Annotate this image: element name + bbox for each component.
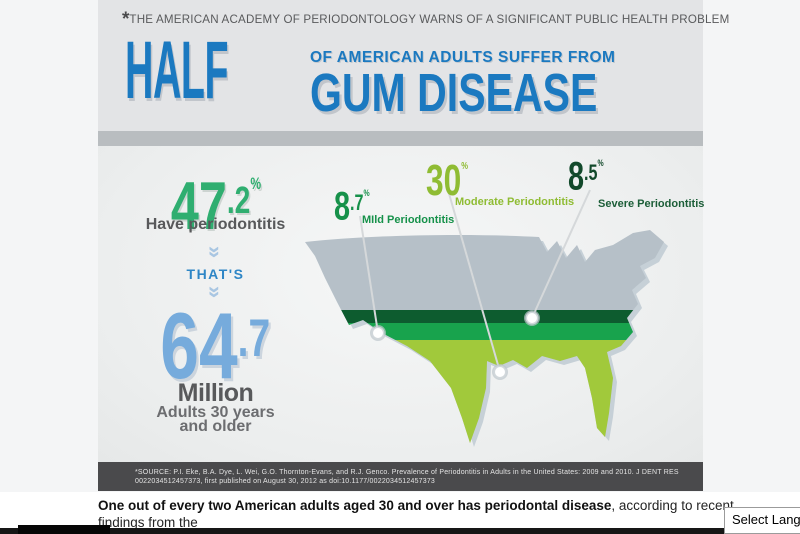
- callout-mild-int: 8: [334, 184, 351, 229]
- infographic-content: 47.2% Have periodontitis » THAT'S » 64.7…: [98, 146, 704, 462]
- callout-moderate-pct: %: [461, 160, 469, 172]
- chevron-down-icon: »: [203, 245, 229, 259]
- callout-severe: 8.5% Severe Periodontitis: [568, 146, 704, 210]
- stats-column: 47.2% Have periodontitis » THAT'S » 64.7…: [133, 146, 298, 446]
- callout-mild: 8.7% MIld Periodontitis: [334, 176, 454, 227]
- stat-prevalence-int: 47: [170, 167, 227, 244]
- headline-gum-disease: GUM DISEASE: [310, 63, 598, 123]
- callout-severe-dec: .5: [584, 160, 598, 186]
- headline-right: OF AMERICAN ADULTS SUFFER FROM GUM DISEA…: [310, 49, 688, 123]
- stat-total-dec: .7: [237, 309, 271, 368]
- horizontal-scrollbar[interactable]: [0, 528, 724, 534]
- stat-prevalence-dec: .2: [226, 179, 250, 222]
- article-paragraph: One out of every two American adults age…: [98, 497, 738, 534]
- map-marker-moderate: [492, 364, 508, 380]
- stat-total-label1: Adults 30 years: [156, 404, 275, 421]
- thats-label: THAT'S: [186, 266, 245, 282]
- source-bar: *SOURCE: P.I. Eke, B.A. Dye, L. Wei, G.O…: [98, 462, 703, 491]
- stat-total-unit: Million: [177, 379, 254, 407]
- callout-mild-label: MIld Periodontitis: [362, 214, 455, 226]
- select-language-dropdown[interactable]: Select Langu: [724, 507, 800, 534]
- disclaimer-text: THE AMERICAN ACADEMY OF PERIODONTOLOGY W…: [129, 13, 730, 26]
- source-line2: 0022034512457373, first published on Aug…: [135, 478, 436, 485]
- leader-line-moderate: [445, 182, 501, 373]
- callout-moderate: 30% Moderate Periodontitis: [426, 146, 574, 208]
- callout-mild-pct: %: [363, 188, 370, 199]
- article-line1-rest: , according to recent findings from the: [98, 498, 734, 530]
- us-map: [305, 182, 668, 447]
- leader-line-mild: [359, 215, 379, 334]
- article-line1: One out of every two American adults age…: [98, 497, 738, 531]
- header-divider: [98, 131, 703, 146]
- source-line1: *SOURCE: P.I. Eke, B.A. Dye, L. Wei, G.O…: [135, 469, 679, 476]
- map-marker-mild: [370, 325, 386, 341]
- headline-half: HALF: [125, 25, 229, 116]
- leader-line-severe: [531, 189, 591, 319]
- stat-prevalence-pct: %: [249, 175, 261, 193]
- stat-total-int: 64: [160, 293, 238, 399]
- stat-total-label2: and older: [179, 418, 252, 435]
- infographic: *THE AMERICAN ACADEMY OF PERIODONTOLOGY …: [98, 0, 729, 491]
- callout-moderate-label: Moderate Periodontitis: [455, 196, 575, 208]
- headline-suffer-line: OF AMERICAN ADULTS SUFFER FROM: [310, 49, 616, 66]
- callout-severe-pct: %: [597, 158, 604, 169]
- callout-mild-dec: .7: [350, 190, 364, 216]
- map-marker-severe: [524, 310, 540, 326]
- source-text: *SOURCE: P.I. Eke, B.A. Dye, L. Wei, G.O…: [135, 468, 679, 486]
- asterisk-icon: *: [122, 9, 130, 30]
- callout-severe-label: Severe Periodontitis: [598, 198, 705, 210]
- callout-severe-int: 8: [568, 154, 585, 199]
- disclaimer-line: *THE AMERICAN ACADEMY OF PERIODONTOLOGY …: [122, 9, 729, 31]
- article-lead-bold: One out of every two American adults age…: [98, 498, 612, 513]
- select-language-label: Select Langu: [732, 512, 800, 527]
- callout-moderate-int: 30: [426, 155, 462, 205]
- horizontal-scrollbar-thumb[interactable]: [18, 525, 110, 534]
- stat-total: 64.7: [133, 298, 298, 393]
- infographic-header: *THE AMERICAN ACADEMY OF PERIODONTOLOGY …: [98, 0, 729, 131]
- stat-prevalence-label: Have periodontitis: [145, 216, 286, 233]
- stat-prevalence: 47.2%: [133, 154, 298, 240]
